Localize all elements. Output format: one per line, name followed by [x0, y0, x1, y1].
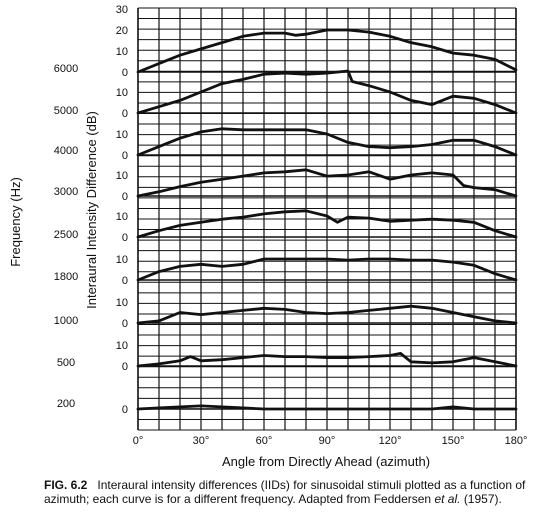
y-tick-label: 0	[122, 404, 128, 416]
caption-etal: et al.	[434, 492, 461, 506]
curve-2500hz	[136, 209, 518, 239]
x-tick-label: 60°	[256, 435, 273, 447]
y-tick-label: 10	[116, 340, 128, 352]
x-tick-label: 30°	[193, 435, 210, 447]
y-tick-label: 30	[116, 4, 128, 16]
y-tick-label: 10	[116, 129, 128, 141]
frequency-labels: 6000 5000 4000 3000 2500 1800 1000 500 200	[54, 63, 78, 410]
y-tick-label: 10	[116, 254, 128, 266]
y-tick-label: 0	[122, 318, 128, 330]
curve-200hz	[136, 404, 518, 411]
y-tick-labels: 30 20 10 0 10 0 10 0 10 0 10 0 10 0 10 0 10 0 0	[116, 4, 128, 416]
y-tick-label: 0	[122, 191, 128, 203]
y-tick-label: 10	[116, 87, 128, 99]
frequency-label-500: 500	[57, 357, 75, 369]
x-tick-labels: 0° 30° 60° 90° 120° 150° 180°	[133, 435, 528, 447]
frequency-label-6000: 6000	[54, 63, 78, 75]
frequency-label-200: 200	[57, 398, 75, 410]
frequency-axis-label: Frequency (Hz)	[8, 177, 23, 267]
frequency-curves	[136, 28, 518, 411]
caption-text: Interaural intensity differences (IIDs) …	[44, 478, 526, 506]
y-tick-label: 10	[116, 170, 128, 182]
frequency-label-1000: 1000	[54, 315, 78, 327]
curve-3000hz	[136, 168, 518, 198]
curve-5000hz	[136, 69, 518, 115]
caption-label: FIG. 6.2	[44, 478, 88, 492]
x-tick-label: 180°	[505, 435, 528, 447]
curve-6000hz	[136, 28, 518, 74]
y-tick-label: 10	[116, 46, 128, 58]
frequency-label-4000: 4000	[54, 145, 78, 157]
x-axis-label: Angle from Directly Ahead (azimuth)	[222, 454, 430, 469]
frequency-label-2500: 2500	[54, 229, 78, 241]
x-tick-label: 120°	[379, 435, 402, 447]
y-tick-label: 0	[122, 361, 128, 373]
y-tick-label: 0	[122, 275, 128, 287]
curve-1800hz	[136, 257, 518, 282]
y-tick-label: 10	[116, 211, 128, 223]
y-tick-label: 0	[122, 67, 128, 79]
y-tick-label: 0	[122, 108, 128, 120]
x-tick-label: 150°	[442, 435, 465, 447]
y-tick-label: 20	[116, 25, 128, 37]
x-tick-label: 90°	[319, 435, 336, 447]
frequency-label-1800: 1800	[54, 271, 78, 283]
iid-axis-label: Interaural Intensity Difference (dB)	[84, 111, 99, 309]
curve-1000hz	[136, 304, 518, 325]
y-tick-label: 0	[122, 150, 128, 162]
y-tick-label: 10	[116, 297, 128, 309]
caption-year: (1957).	[463, 492, 502, 506]
frequency-label-5000: 5000	[54, 105, 78, 117]
figure-caption: FIG. 6.2 Interaural intensity difference…	[44, 478, 544, 506]
curve-500hz	[136, 351, 518, 368]
curve-4000hz	[136, 127, 518, 157]
x-tick-label: 0°	[133, 435, 144, 447]
frequency-label-3000: 3000	[54, 186, 78, 198]
y-tick-label: 0	[122, 232, 128, 244]
